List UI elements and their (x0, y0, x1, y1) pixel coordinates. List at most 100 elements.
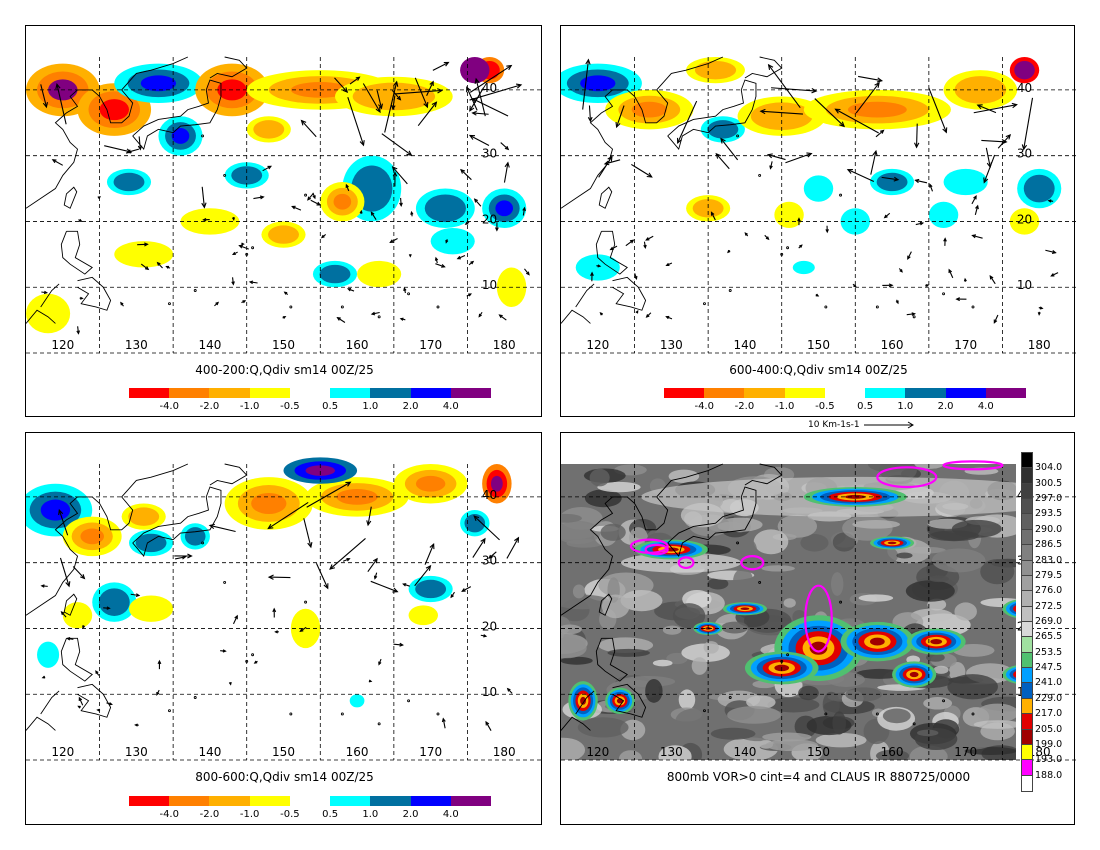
q-vector (469, 135, 490, 147)
island (728, 696, 732, 699)
colorbar-label: -2.0 (199, 401, 220, 412)
q-vector-head (471, 110, 477, 116)
lon-label: 120 (586, 338, 609, 352)
q-vector (424, 543, 435, 565)
q-vector (315, 563, 329, 589)
q-vector-head (393, 80, 399, 87)
ir-texture (675, 708, 713, 735)
q-vector-head (370, 311, 376, 316)
qdiv-contour (460, 57, 490, 84)
ir-texture (761, 565, 795, 572)
q-vector (715, 153, 730, 170)
q-vector-head (80, 296, 84, 300)
colorbar-swatch (1021, 467, 1033, 485)
q-vector (435, 263, 445, 268)
colorbar-swatch (1021, 482, 1033, 501)
q-vector-head (603, 160, 610, 166)
ir-texture (721, 621, 749, 634)
coast-taiwan (598, 186, 613, 209)
ir-texture (678, 689, 696, 710)
island (728, 289, 732, 292)
q-vector-head (429, 542, 435, 550)
q-vector-head (727, 249, 731, 254)
island (875, 712, 879, 716)
q-vector (974, 205, 979, 216)
q-vector-head (973, 194, 977, 200)
vorticity-contour (740, 554, 765, 571)
q-vector (472, 112, 489, 115)
lon-label: 130 (660, 745, 683, 759)
ir-texture (858, 594, 894, 602)
ir-texture (832, 532, 856, 552)
q-vectors (40, 61, 530, 335)
q-vector-head (78, 696, 83, 702)
q-vector-head (368, 679, 373, 683)
q-vector (985, 147, 991, 168)
colorbar-label: 1.0 (362, 809, 379, 820)
ir-texture (952, 644, 995, 657)
q-vector (767, 154, 786, 161)
ir-texture (707, 577, 729, 590)
colorbar-swatch (945, 388, 986, 398)
island (758, 173, 762, 177)
q-vector (915, 123, 918, 148)
q-vector-head (208, 523, 215, 530)
q-vector (370, 580, 398, 593)
vorticity-contour (677, 556, 695, 570)
map-plot-800-600: 120 130 140 150 160 170 180 10 20 30 40 (26, 457, 541, 761)
vorticity-contour (804, 584, 833, 653)
lat-label: 40 (482, 488, 497, 502)
q-vector-head (80, 574, 86, 580)
vorticity-contours (629, 460, 1004, 653)
ir-texture (577, 551, 610, 562)
q-vector (393, 643, 403, 646)
q-vector-head (399, 202, 403, 208)
q-vector-head (299, 628, 304, 632)
ir-texture (762, 732, 812, 742)
colorbar-label: 4.0 (442, 809, 459, 820)
q-vector-head (96, 708, 100, 712)
island (971, 305, 975, 309)
ir-texture (767, 697, 820, 713)
q-vector-head (307, 541, 313, 549)
q-vector-head (329, 564, 336, 570)
q-vector-head (82, 625, 86, 630)
colorbar-swatch (1021, 451, 1033, 470)
q-vector (870, 150, 877, 175)
q-vector-head (346, 557, 351, 562)
q-vector (972, 234, 983, 239)
coast-palawan (575, 283, 595, 308)
ir-cloud-cluster (580, 696, 587, 705)
q-vector (616, 105, 625, 128)
ir-texture (618, 750, 643, 760)
colorbar-label: 1.0 (897, 401, 914, 412)
q-vector-head (126, 149, 132, 154)
q-vector-head (431, 101, 438, 108)
q-vector (262, 165, 272, 172)
q-vector (417, 101, 437, 127)
lat-label: 10 (482, 685, 497, 699)
q-vector (474, 198, 482, 207)
ir-texture (896, 552, 913, 559)
island (168, 302, 171, 306)
coast-hokkaido (209, 463, 248, 486)
lon-label: 160 (346, 338, 369, 352)
q-vector-head (391, 165, 398, 172)
lon-label: 120 (51, 745, 74, 759)
island (304, 193, 308, 197)
colorbar-swatch (1021, 590, 1033, 608)
reference-vector-arrow-icon (863, 421, 914, 428)
coast-borneo (26, 309, 56, 324)
q-vectors (582, 58, 1059, 324)
q-vector-head (514, 536, 520, 543)
q-vector (376, 90, 382, 109)
ir-texture (875, 749, 910, 760)
colorbar-label: 272.5 (1035, 600, 1063, 612)
q-vector-head (942, 127, 948, 134)
q-vector-head (399, 317, 404, 321)
colorbar-swatch (209, 388, 250, 398)
qdiv-contour (631, 101, 667, 118)
q-vector-head (241, 242, 245, 246)
q-vector (645, 235, 654, 241)
lat-label: 40 (1017, 81, 1032, 95)
